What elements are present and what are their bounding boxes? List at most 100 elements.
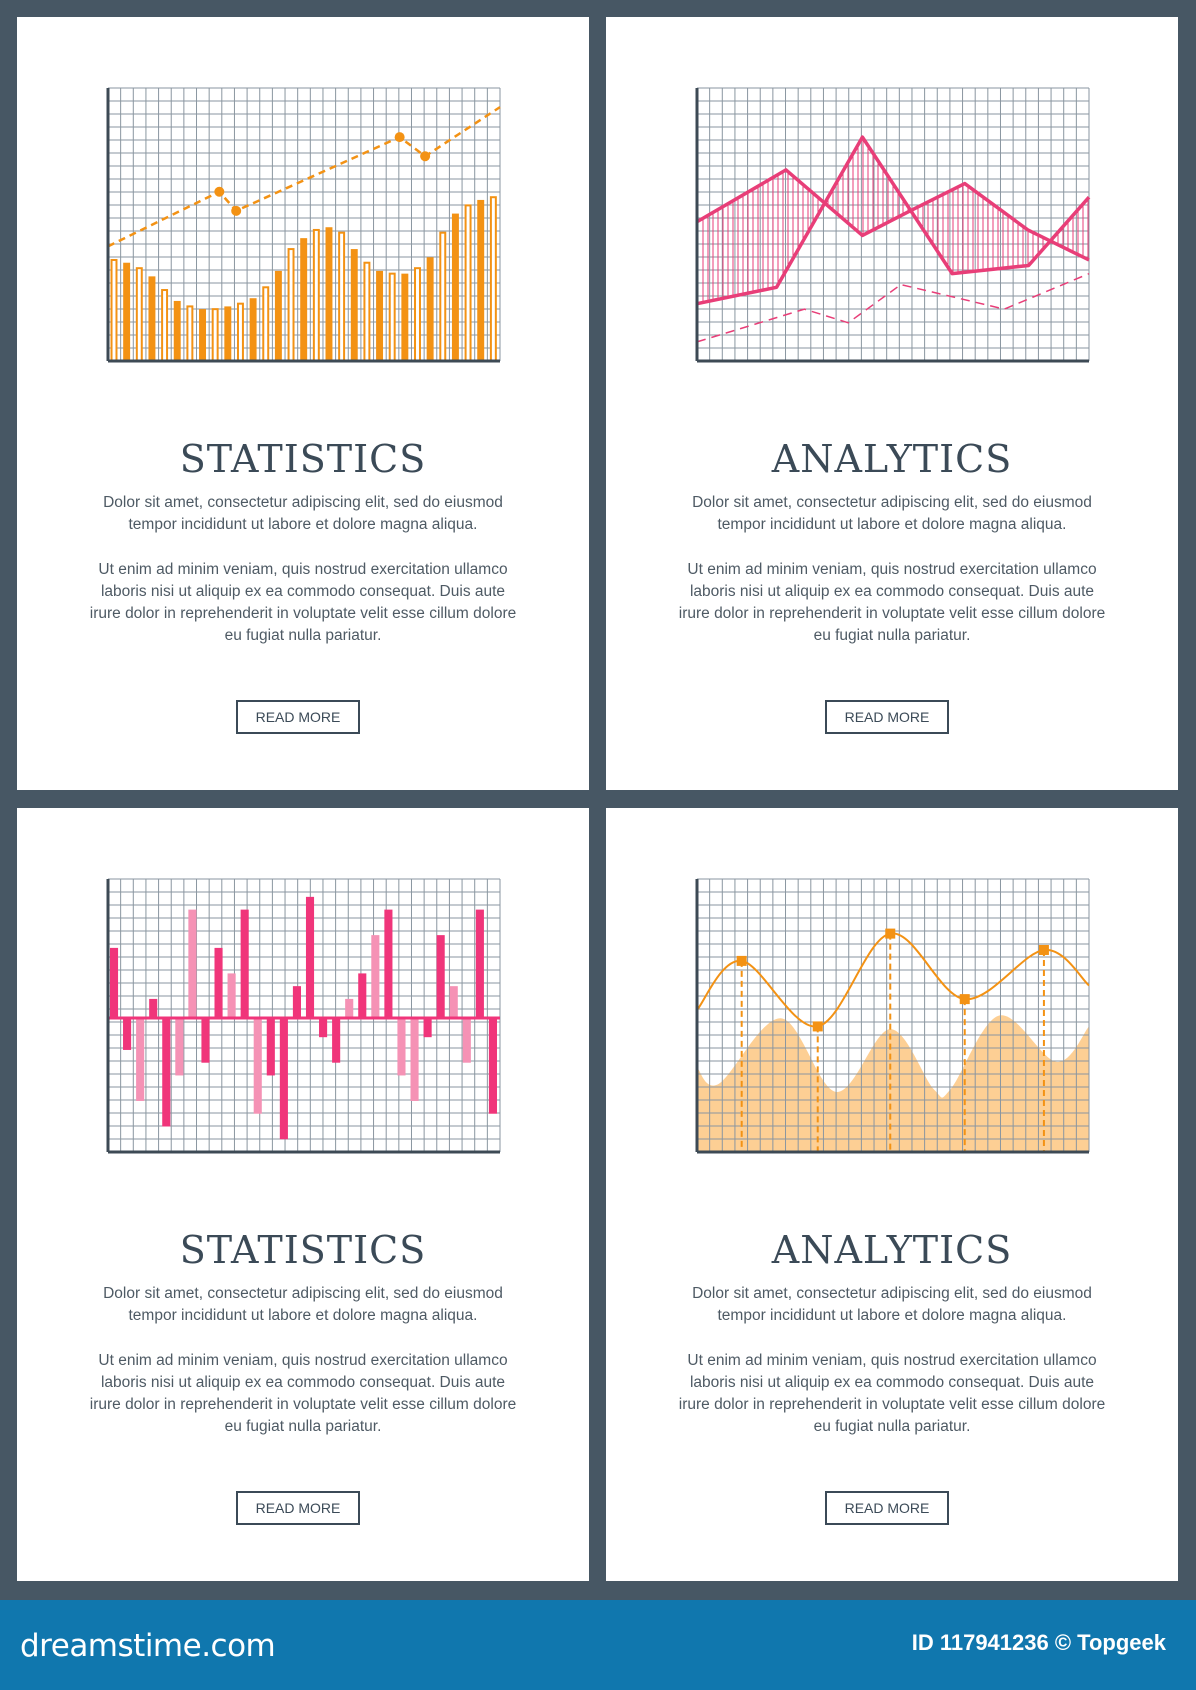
bar xyxy=(345,998,354,1019)
series-line-1 xyxy=(696,135,1091,306)
info-card: STATISTICS Dolor sit amet, consectetur a… xyxy=(17,17,589,790)
bar xyxy=(236,302,244,362)
bar xyxy=(426,257,434,361)
bar xyxy=(109,947,119,1019)
bar xyxy=(224,306,232,361)
card-title: ANALYTICS xyxy=(771,436,1013,481)
chart xyxy=(106,87,501,363)
marker xyxy=(736,955,747,966)
bar xyxy=(173,300,181,361)
bar xyxy=(410,1018,419,1101)
paragraph-line: Ut enim ad minim veniam, quis nostrud ex… xyxy=(98,561,508,578)
paragraph-line: tempor incididunt ut labore et dolore ma… xyxy=(717,516,1067,533)
bar xyxy=(266,1018,275,1076)
paragraph-line: irure dolor in reprehenderit in voluptat… xyxy=(678,1396,1106,1413)
bar xyxy=(211,308,219,363)
marker xyxy=(812,1021,823,1032)
paragraph-line: irure dolor in reprehenderit in voluptat… xyxy=(89,1396,517,1413)
area-fill xyxy=(697,1015,1089,1152)
info-card: ANALYTICS Dolor sit amet, consectetur ad… xyxy=(606,808,1178,1581)
bar xyxy=(300,238,308,361)
info-card: ANALYTICS Dolor sit amet, consectetur ad… xyxy=(606,17,1178,790)
trend-marker xyxy=(214,186,225,197)
grid xyxy=(107,878,501,1153)
bar xyxy=(188,909,197,1019)
bar xyxy=(175,1018,184,1076)
read-more-button[interactable]: READ MORE xyxy=(825,1491,949,1525)
bar xyxy=(148,276,156,361)
bar xyxy=(249,298,257,361)
bar xyxy=(489,196,497,362)
card-paragraph: Dolor sit amet, consectetur adipiscing e… xyxy=(17,492,589,536)
paragraph-line: laboris nisi ut aliquip ex ea commodo co… xyxy=(689,1374,1095,1391)
bar xyxy=(262,286,270,362)
paragraph-line: laboris nisi ut aliquip ex ea commodo co… xyxy=(100,1374,506,1391)
paragraph-line: Ut enim ad minim veniam, quis nostrud ex… xyxy=(687,1352,1097,1369)
bar xyxy=(464,204,472,362)
bar xyxy=(401,273,409,361)
card-title: ANALYTICS xyxy=(771,1227,1013,1272)
bar xyxy=(384,909,393,1019)
read-more-button[interactable]: READ MORE xyxy=(236,1491,360,1525)
bar xyxy=(201,1018,210,1063)
card-title: STATISTICS xyxy=(179,1227,427,1272)
paragraph-line: Ut enim ad minim veniam, quis nostrud ex… xyxy=(687,561,1097,578)
bar xyxy=(332,1018,341,1063)
smooth-line xyxy=(696,932,1090,1028)
bar xyxy=(253,1018,262,1114)
bar xyxy=(439,231,447,362)
chart-svg xyxy=(695,87,1091,363)
bar xyxy=(161,289,169,363)
chart-svg xyxy=(106,87,501,363)
info-card: STATISTICS Dolor sit amet, consectetur a… xyxy=(17,808,589,1581)
card-paragraph: Dolor sit amet, consectetur adipiscing e… xyxy=(17,1283,589,1327)
paragraph-line: irure dolor in reprehenderit in voluptat… xyxy=(89,605,517,622)
marker xyxy=(1038,944,1049,955)
card-paragraph: Ut enim ad minim veniam, quis nostrud ex… xyxy=(606,1350,1178,1438)
read-more-button[interactable]: READ MORE xyxy=(825,700,949,734)
paragraph-line: Dolor sit amet, consectetur adipiscing e… xyxy=(103,1285,503,1302)
bar xyxy=(462,1018,471,1063)
bar xyxy=(135,267,143,362)
bar xyxy=(436,935,445,1019)
bar xyxy=(371,935,380,1019)
bar xyxy=(162,1018,171,1127)
card-title: STATISTICS xyxy=(179,436,427,481)
trend-line xyxy=(107,106,501,248)
card-paragraph: Ut enim ad minim veniam, quis nostrud ex… xyxy=(17,559,589,647)
trend-marker xyxy=(394,132,405,143)
marker xyxy=(885,928,896,939)
trend-marker xyxy=(231,205,242,216)
image-credit: ID 117941236 © Topgeek xyxy=(911,1630,1166,1655)
read-more-button[interactable]: READ MORE xyxy=(236,700,360,734)
grid xyxy=(696,878,1090,1153)
card-paragraph: Dolor sit amet, consectetur adipiscing e… xyxy=(606,492,1178,536)
bar xyxy=(451,213,459,361)
paragraph-line: eu fugiat nulla pariatur. xyxy=(813,627,971,644)
bar xyxy=(350,249,358,361)
bar xyxy=(240,909,249,1019)
chart-svg xyxy=(695,878,1090,1154)
bar xyxy=(449,986,458,1019)
bar xyxy=(186,305,194,362)
bar xyxy=(292,986,301,1019)
bar xyxy=(123,262,131,361)
paragraph-line: Ut enim ad minim veniam, quis nostrud ex… xyxy=(98,1352,508,1369)
paragraph-line: eu fugiat nulla pariatur. xyxy=(813,1418,971,1435)
bar xyxy=(274,270,282,361)
bar xyxy=(312,228,320,362)
bar xyxy=(319,1018,328,1038)
bar xyxy=(363,261,371,362)
paragraph-line: tempor incididunt ut labore et dolore ma… xyxy=(128,1307,478,1324)
chart xyxy=(695,878,1090,1154)
bar xyxy=(358,973,367,1019)
paragraph-line: tempor incididunt ut labore et dolore ma… xyxy=(128,516,478,533)
bar xyxy=(199,309,206,361)
bar xyxy=(287,248,295,363)
bar xyxy=(279,1018,288,1140)
bar xyxy=(397,1018,406,1076)
paragraph-line: Dolor sit amet, consectetur adipiscing e… xyxy=(692,1285,1092,1302)
paragraph-line: Dolor sit amet, consectetur adipiscing e… xyxy=(692,494,1092,511)
footer-bar: dreamstime.com ID 117941236 © Topgeek xyxy=(0,1600,1196,1690)
bar xyxy=(423,1018,432,1038)
